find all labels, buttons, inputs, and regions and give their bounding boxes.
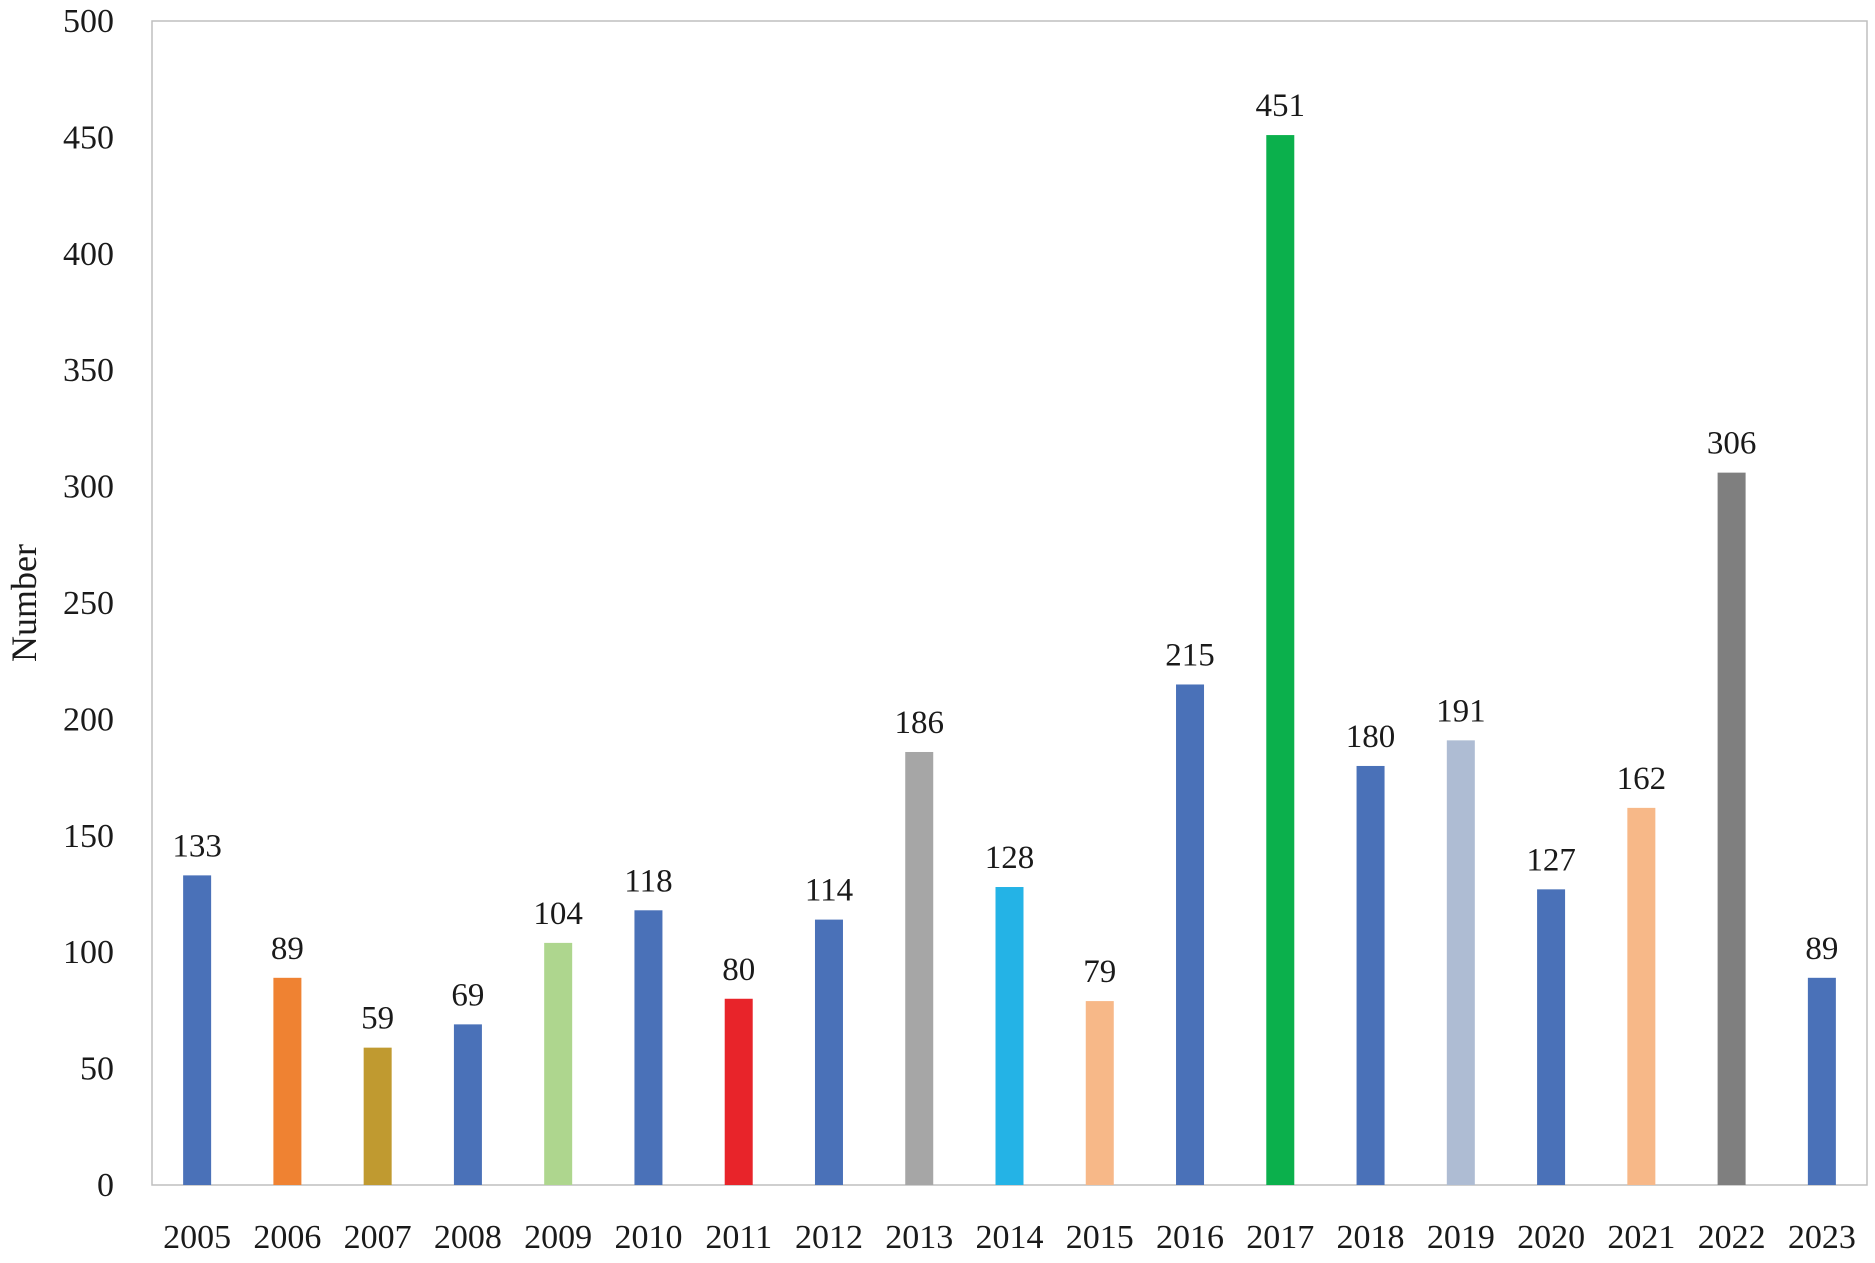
bar-2016 xyxy=(1176,684,1205,1185)
bar-2013 xyxy=(905,751,934,1185)
x-tick-label-2020: 2020 xyxy=(1517,1219,1585,1256)
x-tick-label-2005: 2005 xyxy=(163,1219,231,1256)
y-tick-label: 250 xyxy=(63,585,114,622)
y-tick-label: 450 xyxy=(63,119,114,156)
bar-2007 xyxy=(363,1047,392,1185)
x-tick-label-2009: 2009 xyxy=(524,1219,592,1256)
data-label-2011: 80 xyxy=(722,952,755,988)
data-label-2007: 59 xyxy=(361,1001,394,1037)
data-label-2005: 133 xyxy=(172,828,222,864)
x-tick-label-2015: 2015 xyxy=(1066,1219,1134,1256)
data-label-2012: 114 xyxy=(805,873,853,909)
y-tick-label: 100 xyxy=(63,934,114,971)
bar-2014 xyxy=(995,887,1024,1185)
bar-2017 xyxy=(1266,135,1295,1185)
bar-2011 xyxy=(724,998,753,1185)
bar-2006 xyxy=(273,977,302,1185)
x-tick-label-2010: 2010 xyxy=(614,1219,682,1256)
x-tick-label-2016: 2016 xyxy=(1156,1219,1224,1256)
bar-2010 xyxy=(634,910,663,1185)
data-label-2016: 215 xyxy=(1165,637,1215,673)
data-label-2020: 127 xyxy=(1526,842,1576,878)
bar-2005 xyxy=(183,875,212,1185)
bar-2020 xyxy=(1537,889,1566,1185)
x-tick-label-2006: 2006 xyxy=(253,1219,321,1256)
y-tick-label: 500 xyxy=(63,3,114,40)
data-label-2008: 69 xyxy=(451,977,484,1013)
bar-2023 xyxy=(1807,977,1836,1185)
data-label-2018: 180 xyxy=(1346,719,1396,755)
x-tick-label-2007: 2007 xyxy=(344,1219,412,1256)
y-tick-label: 350 xyxy=(63,352,114,389)
y-tick-label: 50 xyxy=(80,1051,114,1088)
x-tick-label-2014: 2014 xyxy=(976,1219,1044,1256)
x-tick-label-2019: 2019 xyxy=(1427,1219,1495,1256)
x-tick-label-2012: 2012 xyxy=(795,1219,863,1256)
bar-2019 xyxy=(1446,740,1475,1185)
y-tick-label: 400 xyxy=(63,236,114,273)
y-tick-label: 200 xyxy=(63,701,114,738)
x-tick-label-2013: 2013 xyxy=(885,1219,953,1256)
data-label-2006: 89 xyxy=(271,931,304,967)
bar-2012 xyxy=(814,919,843,1185)
x-tick-label-2022: 2022 xyxy=(1698,1219,1766,1256)
x-tick-label-2021: 2021 xyxy=(1607,1219,1675,1256)
bar-2009 xyxy=(544,942,573,1185)
data-label-2021: 162 xyxy=(1617,761,1667,797)
x-tick-label-2023: 2023 xyxy=(1788,1219,1856,1256)
data-label-2014: 128 xyxy=(985,840,1035,876)
x-tick-label-2008: 2008 xyxy=(434,1219,502,1256)
x-tick-label-2011: 2011 xyxy=(705,1219,772,1256)
bar-2022 xyxy=(1717,472,1746,1186)
y-tick-label: 0 xyxy=(97,1167,114,1204)
bar-2021 xyxy=(1627,807,1656,1185)
data-label-2010: 118 xyxy=(624,863,672,899)
x-tick-label-2018: 2018 xyxy=(1337,1219,1405,1256)
bar-2015 xyxy=(1085,1001,1114,1185)
y-tick-label: 150 xyxy=(63,818,114,855)
data-label-2013: 186 xyxy=(894,705,944,741)
data-label-2022: 306 xyxy=(1707,426,1757,462)
data-label-2023: 89 xyxy=(1805,931,1838,967)
bar-2008 xyxy=(453,1024,482,1185)
data-label-2019: 191 xyxy=(1436,693,1486,729)
data-label-2017: 451 xyxy=(1256,88,1306,124)
bar-2018 xyxy=(1356,765,1385,1185)
y-axis-title: Number xyxy=(4,544,44,662)
data-label-2009: 104 xyxy=(533,896,583,932)
y-tick-label: 300 xyxy=(63,469,114,506)
data-label-2015: 79 xyxy=(1083,954,1116,990)
x-tick-label-2017: 2017 xyxy=(1246,1219,1314,1256)
